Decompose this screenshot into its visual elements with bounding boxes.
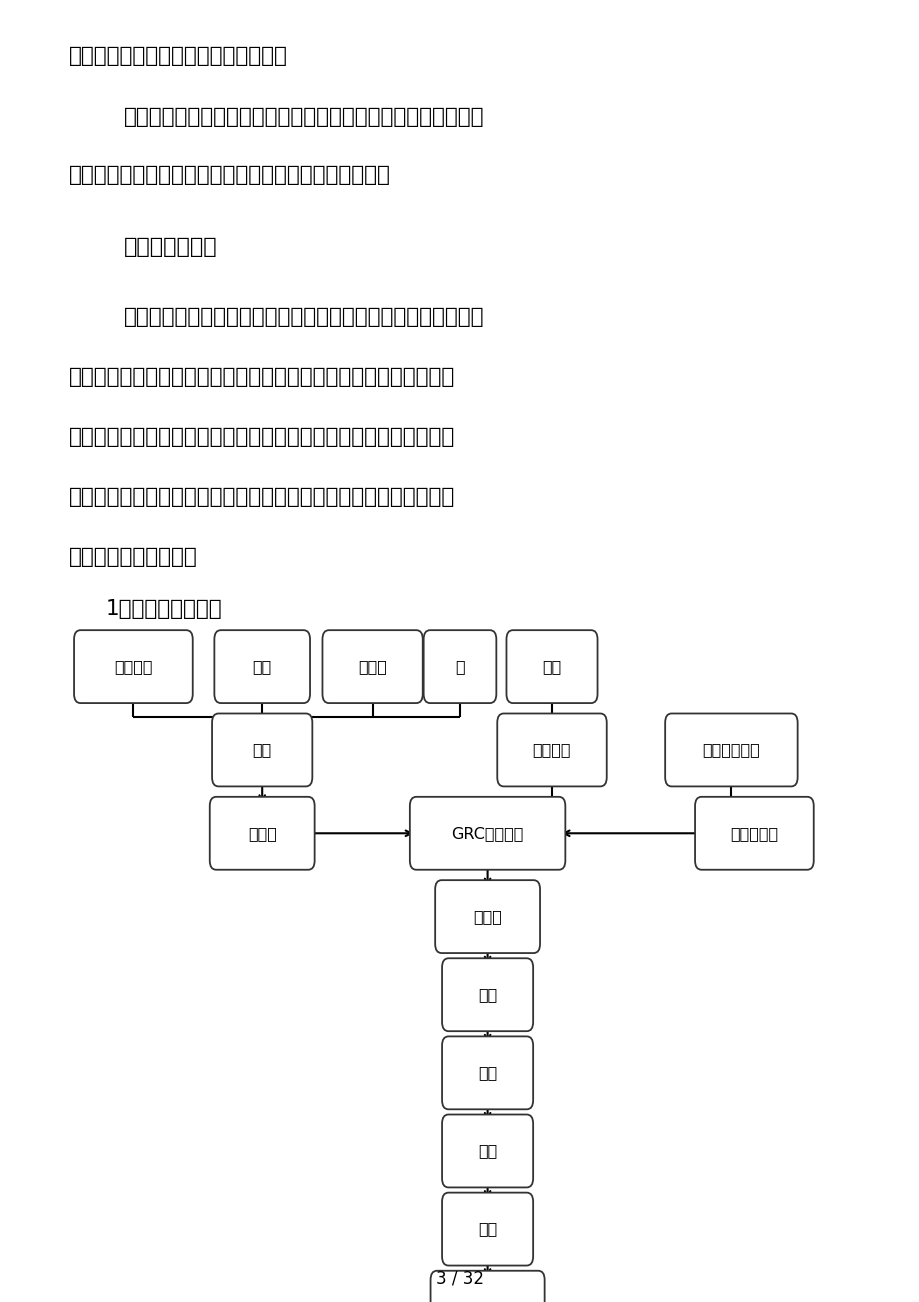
Text: GRC喷射设备: GRC喷射设备 (451, 825, 523, 841)
Text: 浇筑工艺主要是将玻璃纤维与水泥、砂子、外加剂和水混合在一: 浇筑工艺主要是将玻璃纤维与水泥、砂子、外加剂和水混合在一 (124, 107, 484, 126)
Text: 和表面处理工艺流程，属于半机械作业和半人工作混合型生产，养护: 和表面处理工艺流程，属于半机械作业和半人工作混合型生产，养护 (69, 427, 455, 447)
Text: 挤压泵: 挤压泵 (247, 825, 277, 841)
FancyBboxPatch shape (442, 958, 533, 1031)
Text: 养护: 养护 (478, 987, 496, 1003)
FancyBboxPatch shape (214, 630, 310, 703)
FancyBboxPatch shape (435, 880, 539, 953)
Text: 前的生产工序要流水作业，一气呵成，养护起的流程时间受天气影响: 前的生产工序要流水作业，一气呵成，养护起的流程时间受天气影响 (69, 487, 455, 506)
Text: 裁切: 裁切 (478, 1221, 496, 1237)
FancyBboxPatch shape (695, 797, 813, 870)
Text: 辊压实: 辊压实 (472, 909, 502, 924)
Text: 较大。其基本工序为：: 较大。其基本工序为： (69, 547, 198, 566)
Text: 沙子: 沙子 (253, 659, 271, 674)
FancyBboxPatch shape (74, 630, 193, 703)
FancyBboxPatch shape (442, 1193, 533, 1266)
FancyBboxPatch shape (323, 630, 423, 703)
Text: 玻璃纤维增强水泥制品企业生产工艺流程一般包括生产准备、搅: 玻璃纤维增强水泥制品企业生产工艺流程一般包括生产准备、搅 (124, 307, 484, 327)
Text: 低碱水泥: 低碱水泥 (114, 659, 153, 674)
Text: 1、喷射工艺流程：: 1、喷射工艺流程： (106, 599, 222, 618)
Text: 3 / 32: 3 / 32 (436, 1269, 483, 1288)
Text: 低碱玻璃纤维: 低碱玻璃纤维 (702, 742, 759, 758)
FancyBboxPatch shape (505, 630, 597, 703)
Text: 水: 水 (455, 659, 464, 674)
Text: 拌工艺流程、喷射（注模）工艺流程、养护工艺流程、裁切工艺流程: 拌工艺流程、喷射（注模）工艺流程、养护工艺流程、裁切工艺流程 (69, 367, 455, 387)
Text: 脱模: 脱模 (478, 1143, 496, 1159)
Text: 表面处理: 表面处理 (468, 1299, 506, 1302)
Text: （四）工艺简介: （四）工艺简介 (124, 237, 218, 256)
Text: 喷射进涂好脱模剂的模具中制成产品。: 喷射进涂好脱模剂的模具中制成产品。 (69, 46, 288, 65)
Text: 外加剂: 外加剂 (357, 659, 387, 674)
Text: 风干: 风干 (478, 1065, 496, 1081)
FancyBboxPatch shape (424, 630, 496, 703)
Text: 起搅拌成砂浆，然后注入涂好脱模剂的模具中制成产品。: 起搅拌成砂浆，然后注入涂好脱模剂的模具中制成产品。 (69, 165, 391, 185)
FancyBboxPatch shape (664, 713, 797, 786)
FancyBboxPatch shape (210, 797, 314, 870)
Text: 模具: 模具 (542, 659, 561, 674)
FancyBboxPatch shape (497, 713, 607, 786)
FancyBboxPatch shape (442, 1115, 533, 1187)
FancyBboxPatch shape (410, 797, 564, 870)
FancyBboxPatch shape (211, 713, 312, 786)
FancyBboxPatch shape (430, 1271, 544, 1302)
Text: 搅拌: 搅拌 (253, 742, 271, 758)
FancyBboxPatch shape (442, 1036, 533, 1109)
Text: 空气压缩机: 空气压缩机 (730, 825, 777, 841)
Text: 涂脱模剂: 涂脱模剂 (532, 742, 571, 758)
